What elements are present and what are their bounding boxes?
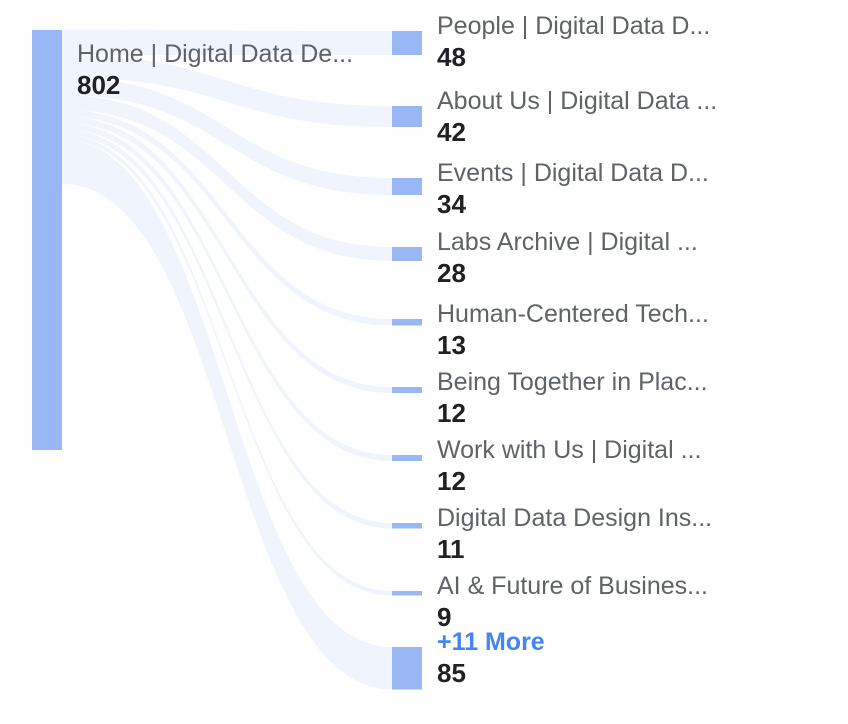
sankey-link[interactable] bbox=[62, 134, 392, 596]
target-node-value: 34 bbox=[437, 189, 466, 219]
target-node-label: About Us | Digital Data ... bbox=[437, 87, 717, 115]
target-node-value: 11 bbox=[437, 534, 465, 564]
target-node-bar[interactable] bbox=[392, 455, 422, 461]
target-node-label: Events | Digital Data D... bbox=[437, 159, 709, 187]
target-node-bar[interactable] bbox=[392, 591, 422, 596]
source-node-value: 802 bbox=[77, 70, 120, 100]
target-node-label: AI & Future of Busines... bbox=[437, 572, 708, 600]
sankey-labels: Home | Digital Data De...802 People | Dig… bbox=[77, 12, 717, 688]
sankey-link[interactable] bbox=[62, 109, 392, 326]
sankey-link[interactable] bbox=[62, 94, 392, 261]
target-node-value: 13 bbox=[437, 330, 466, 360]
target-node-value: 12 bbox=[437, 398, 466, 428]
sankey-link[interactable] bbox=[62, 128, 392, 529]
target-node-value: 42 bbox=[437, 117, 466, 147]
target-node-bar[interactable] bbox=[392, 106, 422, 127]
target-node-label: Being Together in Plac... bbox=[437, 368, 708, 396]
target-node-value: 48 bbox=[437, 42, 466, 72]
sankey-link[interactable] bbox=[62, 77, 392, 195]
sankey-link[interactable] bbox=[62, 30, 392, 56]
target-node-bar[interactable] bbox=[392, 178, 422, 195]
source-node-label: Home | Digital Data De... bbox=[77, 40, 353, 68]
target-node-bar[interactable] bbox=[392, 319, 422, 326]
target-node-label: Work with Us | Digital ... bbox=[437, 436, 701, 464]
sankey-link[interactable] bbox=[62, 139, 392, 690]
target-node-bar[interactable] bbox=[392, 387, 422, 393]
sankey-link[interactable] bbox=[62, 122, 392, 461]
target-node-label: Labs Archive | Digital ... bbox=[437, 228, 698, 256]
target-node-label: Digital Data Design Ins... bbox=[437, 504, 712, 532]
target-node-bar[interactable] bbox=[392, 247, 422, 261]
target-node-label: Human-Centered Tech... bbox=[437, 300, 709, 328]
target-node-bar[interactable] bbox=[392, 647, 422, 690]
target-node-bar[interactable] bbox=[392, 523, 422, 529]
target-node-bar[interactable] bbox=[392, 31, 422, 55]
sankey-nodes bbox=[32, 30, 422, 690]
target-node-value: 28 bbox=[437, 258, 466, 288]
source-node-bar[interactable] bbox=[32, 30, 62, 450]
more-link[interactable]: +11 More bbox=[437, 628, 545, 656]
target-node-value: 85 bbox=[437, 658, 466, 688]
target-node-value: 12 bbox=[437, 466, 466, 496]
sankey-link[interactable] bbox=[62, 55, 392, 127]
target-node-value: 9 bbox=[437, 602, 451, 632]
target-node-label: People | Digital Data D... bbox=[437, 12, 710, 40]
sankey-link[interactable] bbox=[62, 116, 392, 393]
sankey-links bbox=[62, 30, 392, 690]
